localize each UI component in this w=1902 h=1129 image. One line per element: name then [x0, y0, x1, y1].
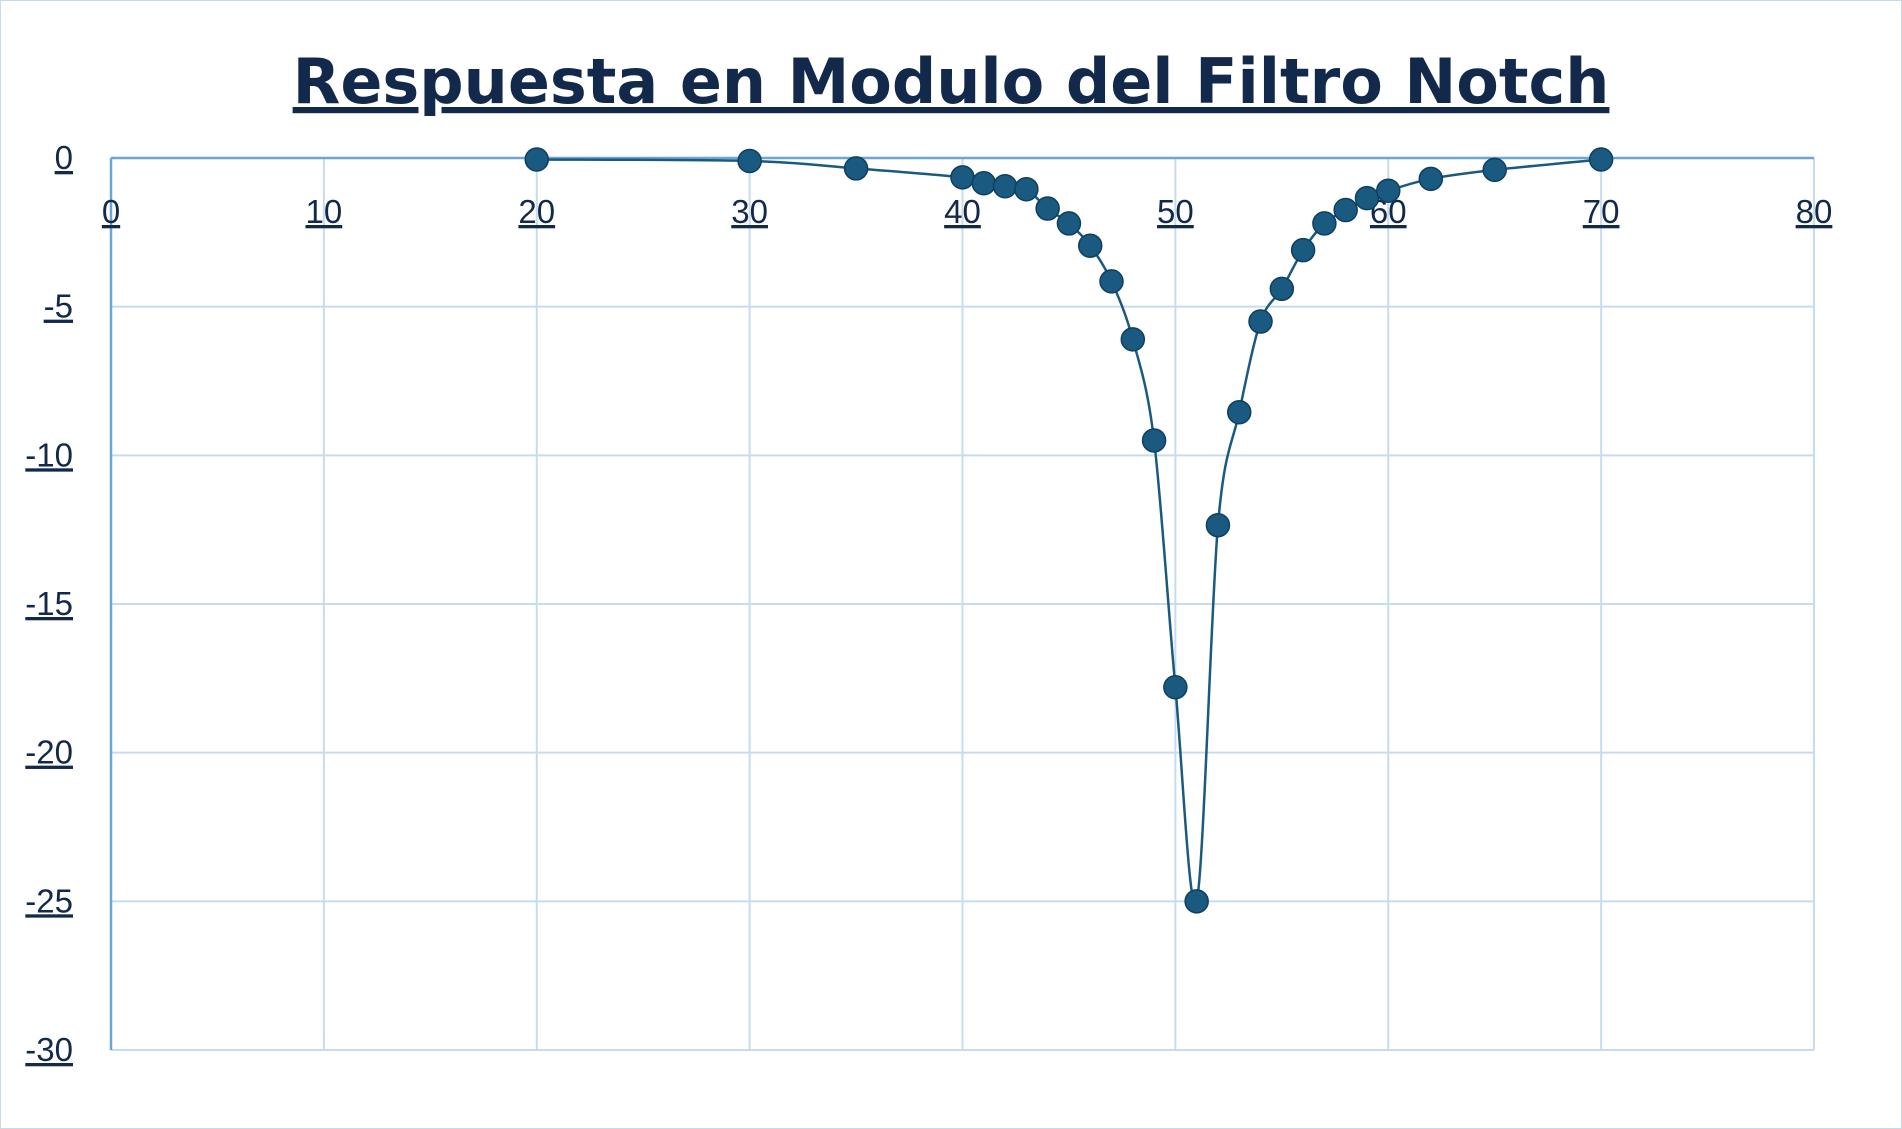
data-point — [1333, 197, 1358, 223]
x-tick-label: 70 — [1583, 193, 1620, 230]
x-tick-label: 80 — [1796, 193, 1833, 230]
data-point — [1184, 889, 1209, 914]
y-tick-label: -30 — [25, 1031, 73, 1068]
x-tick-label: 20 — [518, 193, 555, 230]
data-point — [524, 147, 549, 172]
data-point — [1205, 512, 1231, 538]
x-tick-label: 10 — [306, 193, 343, 230]
data-point — [1290, 237, 1316, 263]
data-point — [950, 165, 975, 190]
y-tick-label: -15 — [25, 585, 73, 622]
tick-label-layer: 0 10 20 30 40 50 60 70 800-5-10-15-20-25-30 — [25, 139, 1832, 1068]
data-point — [1248, 309, 1273, 334]
x-tick-label: 30 — [731, 193, 768, 230]
chart-title: Respuesta en Modulo del Filtro Notch — [293, 45, 1610, 118]
grid-layer — [111, 158, 1815, 1051]
x-tick-label: 40 — [944, 193, 981, 230]
axis-layer — [109, 156, 1814, 1050]
x-tick-label: 0 — [102, 193, 120, 230]
data-point — [992, 173, 1018, 199]
data-point — [737, 148, 762, 174]
data-point — [1226, 399, 1252, 425]
data-point — [1418, 166, 1444, 192]
series-line — [536, 158, 1602, 906]
data-point — [1141, 428, 1167, 453]
x-tick-label: 50 — [1157, 193, 1194, 230]
data-point — [971, 171, 997, 196]
y-tick-label: -25 — [25, 882, 73, 919]
data-point — [1482, 157, 1507, 183]
data-point — [1588, 147, 1614, 172]
data-point — [843, 156, 869, 181]
data-point — [1035, 196, 1060, 221]
data-point — [1163, 675, 1188, 700]
data-point — [1056, 211, 1082, 236]
y-tick-label: -5 — [44, 288, 73, 325]
data-point — [1014, 176, 1039, 202]
data-point — [1269, 276, 1295, 302]
data-point — [1077, 233, 1103, 258]
y-tick-label: -10 — [25, 436, 73, 473]
data-point-layer — [524, 147, 1614, 914]
data-point — [1312, 211, 1337, 236]
data-point — [1120, 327, 1146, 352]
data-point — [1354, 185, 1380, 211]
series-line-layer — [536, 158, 1602, 906]
y-tick-label: 0 — [55, 139, 73, 176]
data-point — [1099, 269, 1124, 294]
y-tick-label: -20 — [25, 734, 73, 771]
data-point — [1376, 178, 1401, 203]
